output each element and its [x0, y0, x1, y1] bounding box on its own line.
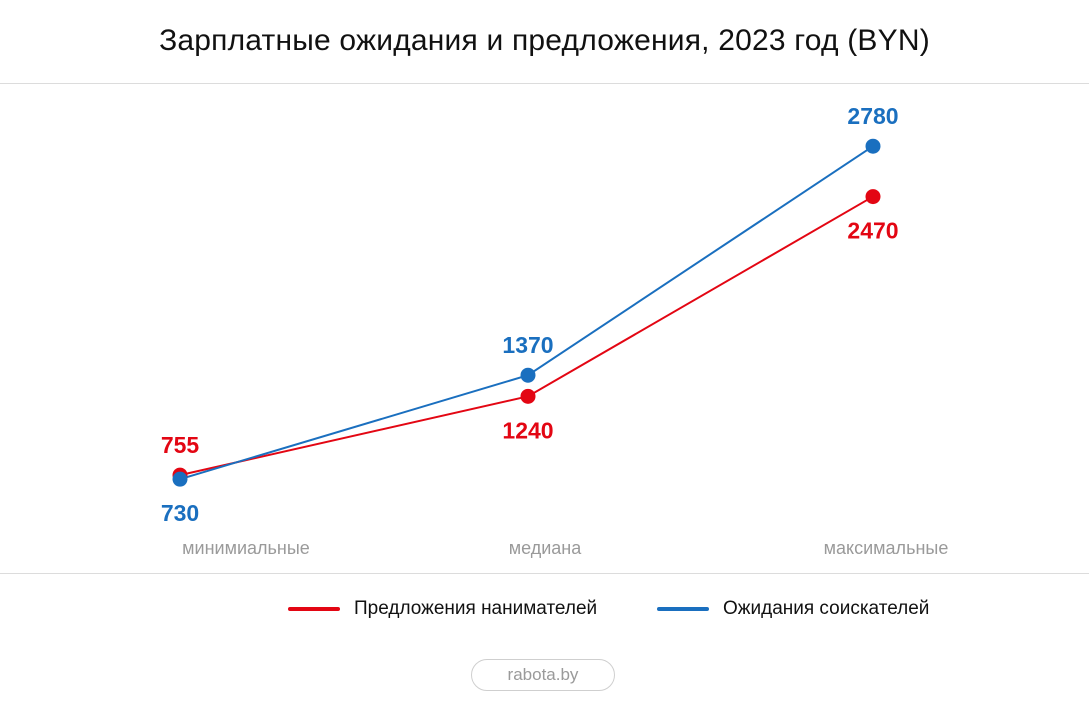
category-label-0: минимиальные	[182, 538, 310, 558]
legend-label-expectations: Ожидания соискателей	[723, 598, 930, 619]
legend-item-offers: Предложения нанимателей	[288, 598, 597, 620]
data-point-expectations-2	[865, 138, 881, 154]
legend-item-expectations: Ожидания соискателей	[657, 598, 929, 620]
legend-divider	[0, 573, 1089, 574]
data-point-expectations-0	[172, 471, 188, 487]
source-badge: rabota.by	[471, 659, 615, 691]
data-label-expectations-1: 1370	[502, 332, 553, 358]
data-label-expectations-0: 730	[161, 500, 199, 526]
category-label-1: медиана	[509, 538, 582, 558]
data-label-offers-0: 755	[161, 432, 200, 458]
data-label-offers-1: 1240	[502, 417, 553, 443]
header-divider	[0, 83, 1089, 84]
legend-swatch-offers	[288, 607, 340, 611]
data-point-offers-2	[865, 189, 881, 205]
data-label-expectations-2: 2780	[847, 103, 898, 129]
data-point-offers-1	[520, 388, 536, 404]
data-point-expectations-1	[520, 367, 536, 383]
legend: Предложения нанимателей Ожидания соискат…	[0, 598, 1089, 624]
category-label-2: максимальные	[824, 538, 949, 558]
chart-title: Зарплатные ожидания и предложения, 2023 …	[159, 24, 930, 57]
legend-label-offers: Предложения нанимателей	[354, 598, 598, 619]
data-label-offers-2: 2470	[847, 218, 898, 244]
legend-swatch-expectations	[657, 607, 709, 611]
